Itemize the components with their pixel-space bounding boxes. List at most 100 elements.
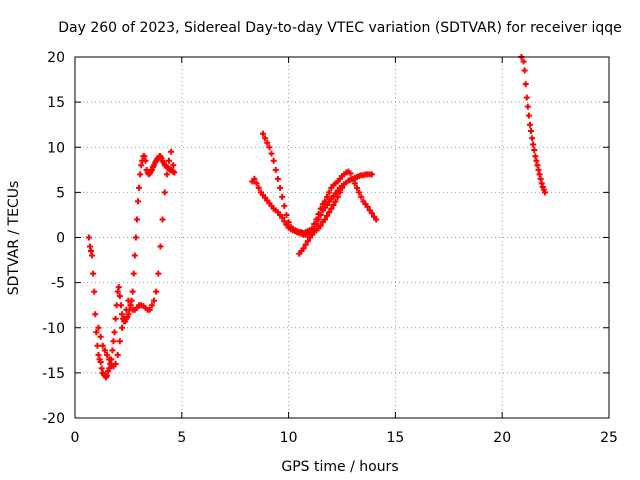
- data-point: [111, 329, 118, 336]
- data-point: [259, 130, 266, 137]
- x-tick-label: 0: [71, 430, 80, 446]
- data-point: [324, 202, 331, 209]
- y-tick-label: -20: [42, 411, 65, 427]
- data-point: [283, 211, 290, 218]
- data-point: [520, 58, 527, 65]
- data-point: [268, 150, 275, 157]
- data-point: [155, 270, 162, 277]
- data-point: [315, 216, 322, 223]
- series-segment-1: [85, 153, 178, 381]
- series-segment-1b: [95, 148, 177, 370]
- y-tick-label: 10: [47, 140, 65, 156]
- data-point: [97, 333, 104, 340]
- data-point: [110, 338, 117, 345]
- data-point: [356, 189, 363, 196]
- data-point: [117, 302, 124, 309]
- grid: [75, 57, 609, 418]
- data-points: [85, 54, 548, 381]
- data-point: [270, 157, 277, 164]
- data-point: [253, 180, 260, 187]
- data-point: [135, 198, 142, 205]
- data-point: [537, 175, 544, 182]
- data-point: [121, 315, 128, 322]
- data-point: [130, 270, 137, 277]
- data-point: [336, 189, 343, 196]
- data-point: [90, 270, 97, 277]
- x-tick-label: 20: [493, 430, 511, 446]
- data-point: [99, 342, 106, 349]
- data-point: [95, 351, 102, 358]
- data-point: [151, 297, 158, 304]
- data-point: [313, 220, 320, 227]
- data-point: [125, 297, 132, 304]
- data-point: [324, 193, 331, 200]
- data-point: [317, 211, 324, 218]
- data-point: [531, 146, 538, 153]
- data-point: [88, 248, 95, 255]
- data-point: [524, 103, 531, 110]
- x-tick-label: 5: [177, 430, 186, 446]
- data-point: [272, 166, 279, 173]
- data-point: [281, 202, 288, 209]
- data-point: [132, 234, 139, 241]
- series-segment-4: [296, 184, 345, 257]
- data-point: [91, 288, 98, 295]
- data-point: [533, 157, 540, 164]
- data-point: [523, 94, 530, 101]
- y-tick-label: -15: [42, 366, 65, 382]
- data-point: [317, 222, 324, 229]
- data-point: [116, 293, 123, 300]
- data-point: [541, 189, 548, 196]
- series-segment-5: [518, 54, 548, 196]
- data-point: [85, 234, 92, 241]
- x-tick-label: 25: [600, 430, 618, 446]
- data-point: [112, 315, 119, 322]
- data-point: [89, 252, 96, 259]
- data-point: [251, 175, 258, 182]
- y-tick-label: -10: [42, 321, 65, 337]
- x-tick-label: 10: [280, 430, 298, 446]
- y-tick-label: 15: [47, 95, 65, 111]
- data-point: [532, 153, 539, 160]
- data-point: [353, 184, 360, 191]
- x-tick-label: 15: [386, 430, 404, 446]
- chart-title: Day 260 of 2023, Sidereal Day-to-day VTE…: [58, 20, 622, 36]
- data-point: [86, 243, 93, 250]
- data-point: [131, 252, 138, 259]
- data-point: [141, 153, 148, 160]
- data-point: [159, 216, 166, 223]
- data-point: [101, 347, 108, 354]
- data-point: [324, 212, 331, 219]
- data-point: [328, 205, 335, 212]
- data-point: [106, 365, 113, 372]
- data-point: [92, 311, 99, 318]
- data-point: [525, 112, 532, 119]
- y-tick-label: 0: [56, 231, 65, 247]
- y-axis-label: SDTVAR / TECUs: [6, 181, 22, 296]
- data-point: [347, 170, 354, 177]
- data-point: [529, 135, 536, 142]
- data-point: [112, 360, 119, 367]
- data-point: [136, 184, 143, 191]
- data-point: [534, 162, 541, 169]
- data-point: [326, 189, 333, 196]
- data-point: [115, 284, 122, 291]
- data-point: [277, 184, 284, 191]
- data-point: [161, 189, 168, 196]
- data-point: [521, 67, 528, 74]
- data-point: [109, 347, 116, 354]
- data-point: [133, 216, 140, 223]
- data-point: [255, 184, 262, 191]
- plot-frame: [74, 56, 610, 419]
- data-point: [279, 214, 286, 221]
- data-point: [98, 365, 105, 372]
- data-point: [266, 144, 273, 151]
- data-point: [129, 288, 136, 295]
- data-point: [157, 243, 164, 250]
- data-point: [304, 238, 311, 245]
- data-point: [170, 162, 177, 169]
- data-point: [138, 162, 145, 169]
- data-point: [285, 219, 292, 226]
- data-point: [142, 157, 149, 164]
- data-point: [279, 193, 286, 200]
